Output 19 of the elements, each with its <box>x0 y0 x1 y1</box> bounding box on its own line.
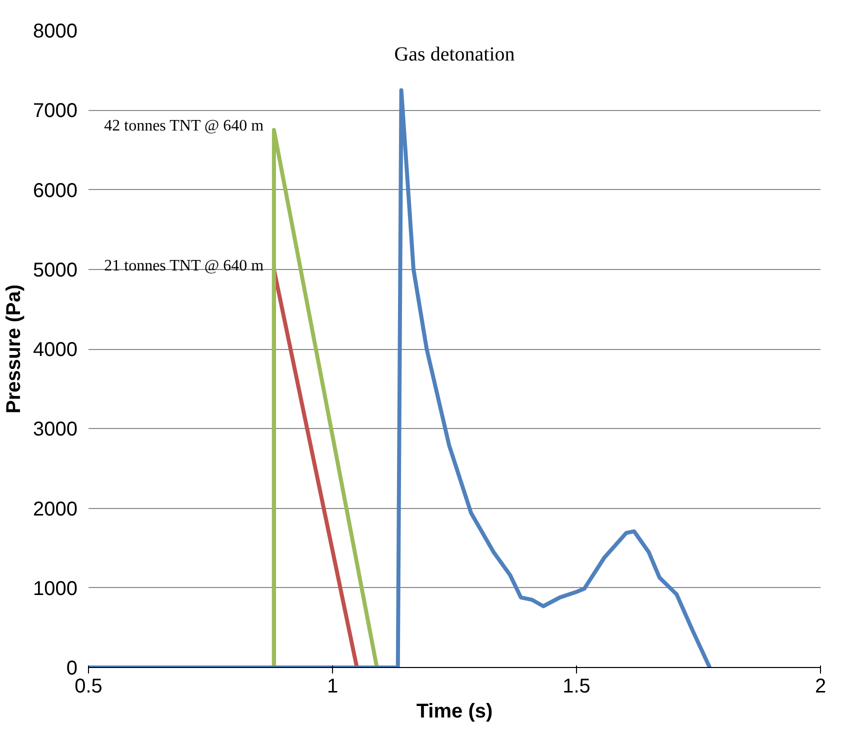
y-tick-label: 6000 <box>33 180 78 202</box>
y-tick-label: 2000 <box>33 498 78 520</box>
x-tick-label: 1 <box>326 676 338 698</box>
annotation: Gas detonation <box>394 43 515 66</box>
y-tick-label: 7000 <box>33 100 78 122</box>
y-tick-label: 5000 <box>33 259 78 282</box>
y-axis-title: Pressure (Pa) <box>3 284 26 414</box>
y-tick-label: 8000 <box>33 20 78 42</box>
y-tick-label: 0 <box>66 658 78 680</box>
line-series <box>88 88 712 668</box>
x-tick-label: 1.5 <box>562 676 590 698</box>
y-tick-label: 1000 <box>33 578 78 600</box>
y-tick-label: 4000 <box>33 339 78 361</box>
x-axis-title: Time (s) <box>416 700 493 722</box>
x-tick-label: 2 <box>814 676 826 698</box>
x-tick-label: 0.5 <box>74 676 102 698</box>
annotation: 42 tonnes TNT @ 640 m <box>104 118 264 135</box>
y-tick-label: 3000 <box>33 418 78 441</box>
annotation: 21 tonnes TNT @ 640 m <box>104 258 264 275</box>
